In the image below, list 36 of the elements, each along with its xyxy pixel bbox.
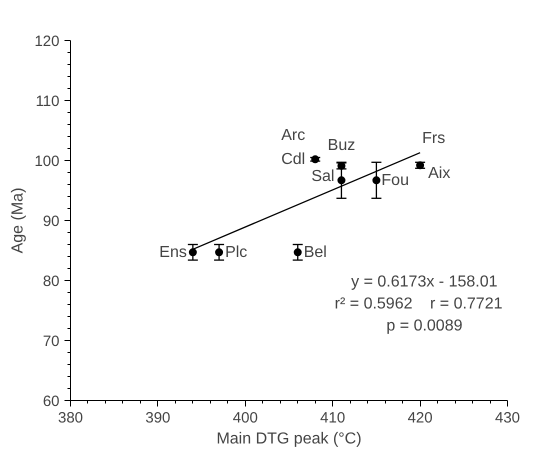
point xyxy=(372,176,380,184)
point xyxy=(337,176,346,184)
x-axis-title: Main DTG peak (°C) xyxy=(216,430,362,448)
annotation: y = 0.6173x - 158.01 xyxy=(351,274,498,290)
y-tick-label: 100 xyxy=(34,153,60,170)
annotation: Cdl xyxy=(281,150,306,168)
annotation: r² = 0.5962 xyxy=(334,296,413,312)
annotation: Plc xyxy=(225,244,248,261)
point xyxy=(188,248,197,256)
x-tick-label: 410 xyxy=(320,410,346,426)
annotation: Sal xyxy=(311,168,334,185)
y-tick-label: 120 xyxy=(34,33,60,50)
y-tick-label: 60 xyxy=(42,393,60,410)
annotation: Fou xyxy=(381,172,409,189)
y-tick-label: 80 xyxy=(42,273,60,290)
annotation: Ens xyxy=(159,244,187,261)
annotation: Frs xyxy=(422,130,446,148)
annotation: Arc xyxy=(281,126,306,144)
annotation: Aix xyxy=(428,164,450,182)
point xyxy=(215,248,224,256)
point xyxy=(294,248,302,256)
x-tick-label: 380 xyxy=(58,410,84,426)
x-tick-label: 420 xyxy=(408,410,433,426)
x-tick-label: 390 xyxy=(145,410,170,426)
annotation: Bel xyxy=(304,244,327,261)
y-tick-label: 90 xyxy=(42,213,60,230)
y-tick-label: 110 xyxy=(36,93,60,110)
y-tick-label: 70 xyxy=(42,333,60,350)
annotation: p = 0.0089 xyxy=(386,318,463,334)
point xyxy=(416,161,424,170)
annotation: Buz xyxy=(328,136,356,154)
x-tick-label: 400 xyxy=(232,410,258,426)
point xyxy=(337,162,346,170)
y-axis-title: Age (Ma) xyxy=(9,188,26,254)
x-tick-label: 430 xyxy=(494,410,520,426)
annotation: r = 0.7721 xyxy=(430,296,503,312)
